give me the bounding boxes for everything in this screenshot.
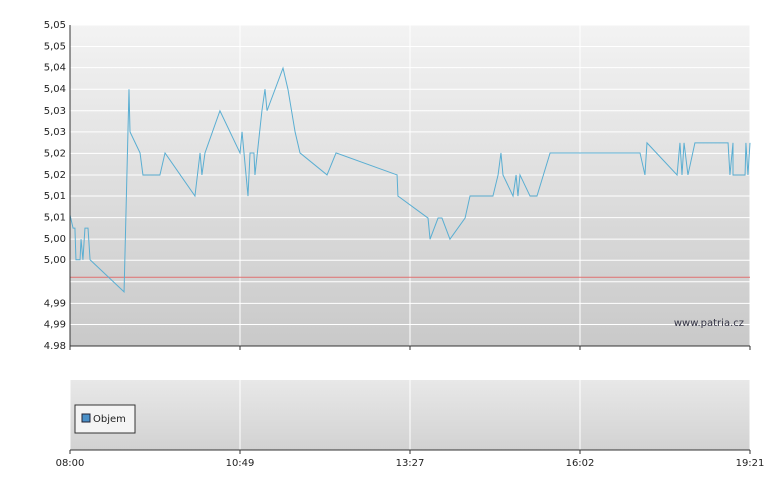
- y-tick-label: 5,04: [44, 84, 66, 95]
- y-tick-label: 5,01: [44, 191, 66, 202]
- y-tick-label: 5,03: [44, 127, 66, 138]
- y-tick-label: 5,05: [44, 42, 66, 53]
- x-tick-label: 19:21: [736, 458, 765, 469]
- y-tick-label: 4,99: [44, 319, 66, 330]
- y-tick-label: 5,04: [44, 63, 66, 74]
- x-tick-label: 10:49: [226, 458, 255, 469]
- legend-swatch: [81, 413, 91, 423]
- y-tick-label: 5,03: [44, 106, 66, 117]
- price-line: [69, 66, 751, 294]
- y-tick-label: 5,02: [44, 148, 66, 159]
- y-tick-label: 5,02: [44, 170, 66, 181]
- y-tick-label: 5,00: [44, 255, 66, 266]
- x-tick-label: 08:00: [56, 458, 85, 469]
- x-tick-label: 13:27: [396, 458, 425, 469]
- y-tick-label: 5,01: [44, 213, 66, 224]
- y-tick-label: 5,00: [44, 234, 66, 245]
- x-tick-label: 16:02: [566, 458, 595, 469]
- watermark: www.patria.cz: [674, 318, 744, 329]
- legend: Objem: [74, 404, 136, 434]
- y-tick-label: 5,05: [44, 20, 66, 31]
- y-tick-label: 4,99: [44, 298, 66, 309]
- legend-label: Objem: [93, 414, 126, 425]
- y-tick-label: 4.98: [44, 341, 66, 352]
